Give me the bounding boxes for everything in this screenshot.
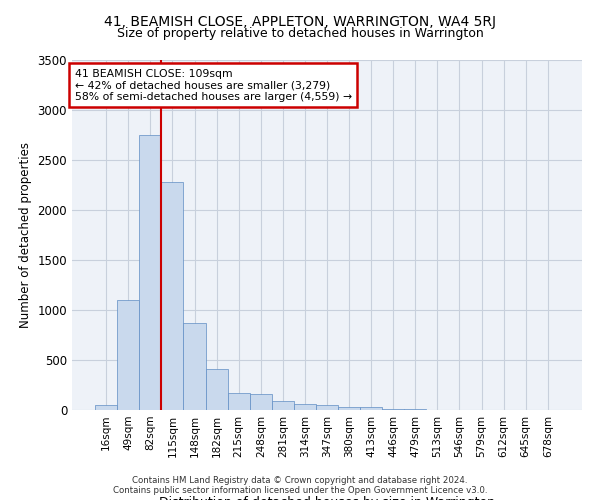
Bar xyxy=(161,182,184,410)
Bar xyxy=(139,135,161,410)
Bar xyxy=(117,300,139,410)
Text: Contains HM Land Registry data © Crown copyright and database right 2024.
Contai: Contains HM Land Registry data © Crown c… xyxy=(113,476,487,495)
Bar xyxy=(272,401,294,410)
Bar xyxy=(338,406,360,410)
Bar xyxy=(184,323,206,410)
Bar xyxy=(227,392,250,410)
Bar xyxy=(294,404,316,410)
Bar xyxy=(404,408,427,410)
Bar xyxy=(250,394,272,410)
Bar xyxy=(316,405,338,410)
Bar xyxy=(360,407,382,410)
Bar xyxy=(206,368,227,410)
Text: 41 BEAMISH CLOSE: 109sqm
← 42% of detached houses are smaller (3,279)
58% of sem: 41 BEAMISH CLOSE: 109sqm ← 42% of detach… xyxy=(74,69,352,102)
Text: Size of property relative to detached houses in Warrington: Size of property relative to detached ho… xyxy=(116,28,484,40)
X-axis label: Distribution of detached houses by size in Warrington: Distribution of detached houses by size … xyxy=(159,496,495,500)
Y-axis label: Number of detached properties: Number of detached properties xyxy=(19,142,32,328)
Text: 41, BEAMISH CLOSE, APPLETON, WARRINGTON, WA4 5RJ: 41, BEAMISH CLOSE, APPLETON, WARRINGTON,… xyxy=(104,15,496,29)
Bar xyxy=(382,409,404,410)
Bar xyxy=(95,405,117,410)
